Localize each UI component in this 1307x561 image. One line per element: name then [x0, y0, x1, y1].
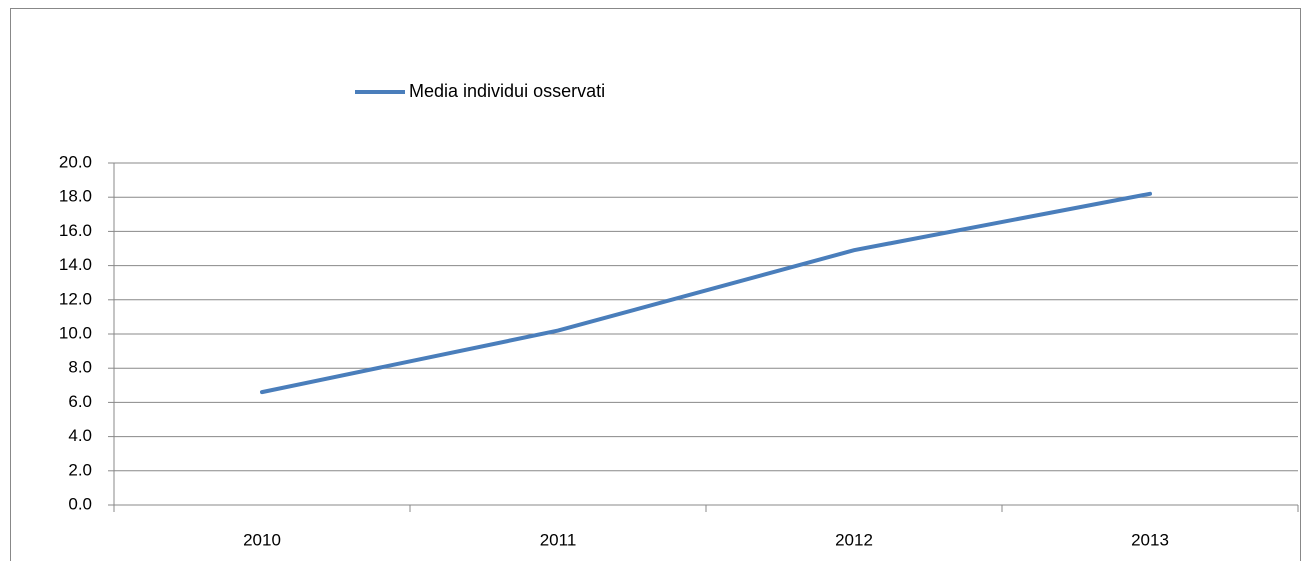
y-tick-label: 0.0	[68, 494, 92, 513]
x-tick-label: 2011	[540, 530, 577, 549]
legend-label: Media individui osservati	[409, 81, 605, 101]
y-tick-label: 16.0	[59, 221, 92, 240]
y-tick-label: 12.0	[59, 289, 92, 308]
x-tick-label: 2012	[835, 530, 873, 549]
y-tick-label: 2.0	[68, 460, 92, 479]
chart-frame	[10, 8, 1301, 561]
y-tick-label: 14.0	[59, 255, 92, 274]
y-tick-label: 8.0	[68, 358, 92, 377]
x-tick-label: 2013	[1131, 530, 1169, 549]
y-tick-label: 6.0	[68, 392, 92, 411]
x-tick-label: 2010	[243, 530, 281, 549]
y-tick-label: 18.0	[59, 187, 92, 206]
y-tick-label: 4.0	[68, 426, 92, 445]
y-tick-label: 10.0	[59, 323, 92, 342]
data-line	[260, 191, 1152, 395]
y-tick-label: 20.0	[59, 152, 92, 171]
